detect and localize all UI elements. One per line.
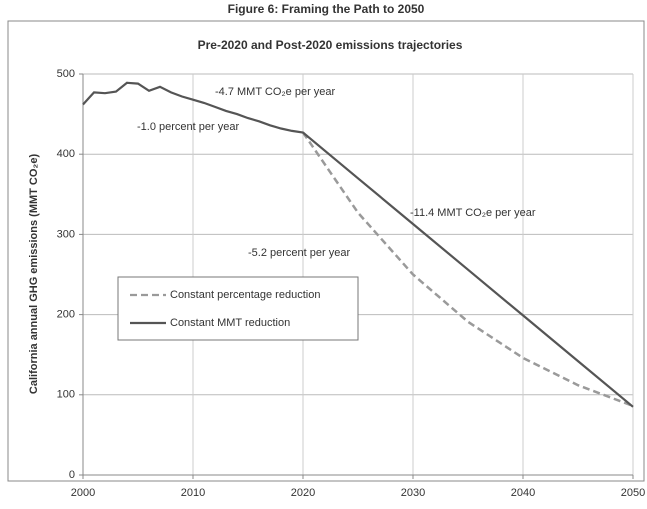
x-tick-label: 2000 bbox=[71, 487, 95, 499]
legend-label: Constant percentage reduction bbox=[170, 289, 320, 301]
annotation: -1.0 percent per year bbox=[137, 121, 239, 133]
x-tick-label: 2010 bbox=[181, 487, 205, 499]
y-tick-label: 300 bbox=[57, 228, 75, 240]
x-tick-label: 2040 bbox=[511, 487, 535, 499]
y-tick-label: 100 bbox=[57, 389, 75, 401]
annotation: -4.7 MMT CO₂e per year bbox=[215, 86, 336, 98]
y-tick-label: 400 bbox=[57, 148, 75, 160]
figure-title: Figure 6: Framing the Path to 2050 bbox=[228, 2, 425, 16]
annotation: -11.4 MMT CO₂e per year bbox=[410, 207, 536, 219]
series-line bbox=[301, 131, 634, 408]
y-tick-label: 0 bbox=[69, 469, 75, 481]
y-tick-label: 200 bbox=[57, 309, 75, 321]
x-tick-label: 2030 bbox=[401, 487, 425, 499]
x-tick-label: 2050 bbox=[621, 487, 645, 499]
chart-title: Pre-2020 and Post-2020 emissions traject… bbox=[198, 38, 463, 52]
x-tick-label: 2020 bbox=[291, 487, 315, 499]
annotation: -5.2 percent per year bbox=[248, 247, 350, 259]
legend-label: Constant MMT reduction bbox=[170, 317, 290, 329]
series-line bbox=[82, 81, 634, 408]
y-tick-label: 500 bbox=[57, 68, 75, 80]
y-axis-label: California annual GHG emissions (MMT CO₂… bbox=[28, 154, 40, 395]
chart-frame bbox=[7, 20, 645, 482]
legend-box bbox=[117, 276, 359, 341]
